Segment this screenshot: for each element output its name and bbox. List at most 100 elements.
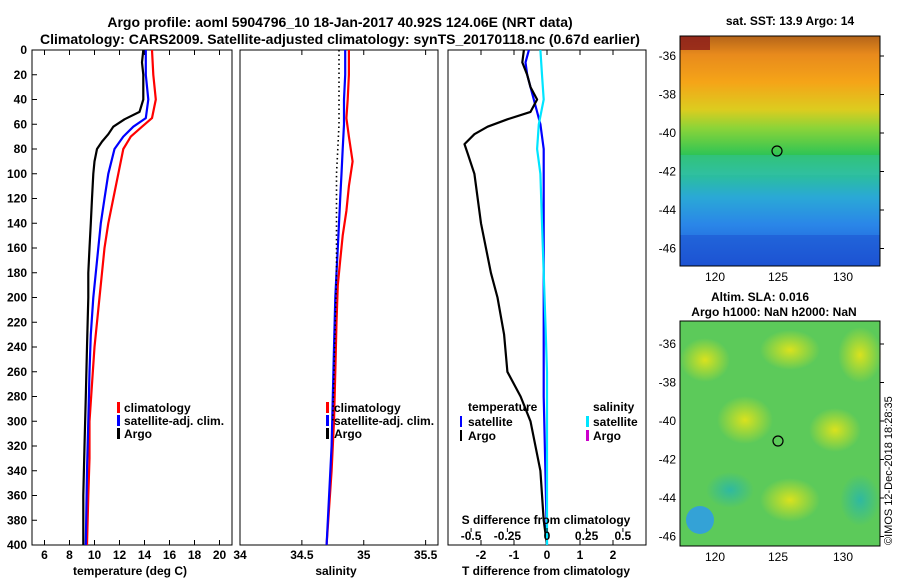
salinity-legend: climatology satellite-adj. clim. Argo — [326, 401, 434, 441]
legend-label-argo: Argo — [334, 427, 362, 441]
series-line-climatology — [85, 49, 157, 546]
salinity-series — [325, 50, 354, 546]
map-y-tick-label: -36 — [659, 49, 677, 63]
legend-label-s-satellite: satellite — [593, 415, 638, 429]
sst-x-axis: 120 125 130 — [705, 270, 853, 284]
x-tick-label: 34 — [233, 548, 247, 562]
sla-map-frame — [679, 320, 881, 547]
legend-label-satellite: satellite-adj. clim. — [334, 414, 434, 428]
legend-label-climatology: climatology — [124, 401, 191, 415]
difference-xlabel: T difference from climatology — [462, 564, 630, 578]
map-y-tick-label: -38 — [659, 88, 677, 102]
map-y-tick-label: -46 — [659, 242, 677, 256]
x-tick-label: 14 — [138, 548, 152, 562]
y-tick-label: 220 — [7, 315, 27, 329]
difference-panel: -2 -1 0 1 2 T difference from climatology S … — [447, 49, 647, 578]
series-line-satellite-adj-clim- — [84, 50, 150, 546]
map-y-tick-label: -36 — [659, 337, 677, 351]
y-tick-label: 120 — [7, 192, 27, 206]
sla-blob — [760, 330, 820, 370]
x-tick-label: 12 — [113, 548, 127, 562]
legend-mark-satellite — [326, 415, 329, 426]
sst-band — [680, 155, 880, 175]
sla-blob — [686, 506, 714, 534]
sla-blob — [680, 338, 730, 382]
y-tick-label: 60 — [14, 117, 28, 131]
x-tick-label: 16 — [163, 548, 177, 562]
legend-mark-climatology — [326, 402, 329, 413]
sla-blob — [717, 396, 773, 444]
sst-map-title: sat. SST: 13.9 Argo: 14 — [726, 14, 855, 28]
legend-label-t-argo: Argo — [468, 429, 496, 443]
series-line-satellite-adj-clim- — [325, 50, 347, 546]
legend-mark-argo — [326, 428, 329, 439]
legend-label-satellite: satellite-adj. clim. — [124, 414, 224, 428]
x-tick-label: 18 — [188, 548, 202, 562]
x-tick-label: -2 — [476, 548, 487, 562]
x-tick-label: 34.5 — [290, 548, 314, 562]
y-tick-label: 200 — [7, 291, 27, 305]
legend-label-t-satellite: satellite — [468, 415, 513, 429]
difference-series — [463, 49, 549, 546]
legend-mark-t-satellite — [460, 416, 462, 427]
series-line-argo — [332, 50, 340, 422]
sla-blob — [809, 408, 861, 452]
y-tick-label: 160 — [7, 241, 27, 255]
sst-y-axis: -36 -38 -40 -42 -44 -46 — [659, 49, 884, 256]
sst-map-frame — [679, 35, 881, 267]
s-diff-tick-label: 0 — [544, 529, 551, 543]
map-y-tick-label: -42 — [659, 165, 677, 179]
temperature-legend: climatology satellite-adj. clim. Argo — [117, 401, 224, 441]
s-diff-tick-label: 0.5 — [615, 529, 632, 543]
y-tick-label: 140 — [7, 216, 27, 230]
map-y-tick-label: -44 — [659, 491, 677, 505]
x-tick-label: 20 — [213, 548, 227, 562]
sst-coast — [680, 36, 710, 50]
sla-blob — [706, 472, 754, 508]
map-x-tick-label: 125 — [768, 550, 788, 564]
salinity-x-axis: 34 34.5 35 35.5 — [233, 50, 438, 562]
y-tick-label: 300 — [7, 414, 27, 428]
sla-y-axis: -36 -38 -40 -42 -44 -46 — [659, 337, 884, 544]
temperature-series — [82, 49, 157, 546]
salinity-axes — [239, 49, 439, 546]
y-tick-label: 100 — [7, 167, 27, 181]
series-line-climatology — [325, 50, 354, 546]
y-tick-label: 280 — [7, 390, 27, 404]
map-x-tick-label: 120 — [705, 550, 725, 564]
sla-x-axis: 120 125 130 — [705, 550, 853, 564]
sst-map-field — [680, 36, 880, 266]
difference-xlabel-salinity: S difference from climatology — [462, 513, 631, 527]
sla-map: Altim. SLA: 0.016 Argo h1000: NaN h2000:… — [659, 290, 884, 564]
x-tick-label: 0 — [544, 548, 551, 562]
y-tick-label: 0 — [20, 43, 27, 57]
x-tick-label: 8 — [66, 548, 73, 562]
legend-mark-climatology — [117, 402, 120, 413]
legend-mark-s-argo — [586, 430, 589, 441]
y-tick-label: 240 — [7, 340, 27, 354]
map-x-tick-label: 130 — [833, 270, 853, 284]
sla-blob — [838, 327, 882, 383]
map-y-tick-label: -46 — [659, 530, 677, 544]
map-x-tick-label: 125 — [768, 270, 788, 284]
sla-blob — [760, 478, 820, 522]
y-tick-label: 320 — [7, 439, 27, 453]
y-tick-label: 40 — [14, 93, 28, 107]
sst-band — [680, 235, 880, 266]
sst-map: sat. SST: 13.9 Argo: 14 -36-38-40-42-44-… — [659, 14, 884, 284]
legend-mark-satellite — [117, 415, 120, 426]
legend-mark-s-satellite — [586, 416, 589, 427]
salinity-panel: 34 34.5 35 35.5 salinity climatology satell… — [233, 49, 439, 578]
y-tick-label: 260 — [7, 365, 27, 379]
sla-map-title-1: Altim. SLA: 0.016 — [711, 290, 809, 304]
sla-blob — [840, 474, 880, 526]
title-line-1: Argo profile: aoml 5904796_10 18-Jan-201… — [107, 14, 572, 30]
s-diff-tick-label: 0.25 — [575, 529, 599, 543]
x-tick-label: -1 — [509, 548, 520, 562]
x-tick-label: 6 — [41, 548, 48, 562]
x-tick-label: 1 — [577, 548, 584, 562]
y-tick-label: 380 — [7, 513, 27, 527]
title-line-2: Climatology: CARS2009. Satellite-adjuste… — [40, 31, 640, 47]
sla-map-title-2: Argo h1000: NaN h2000: NaN — [691, 305, 856, 319]
